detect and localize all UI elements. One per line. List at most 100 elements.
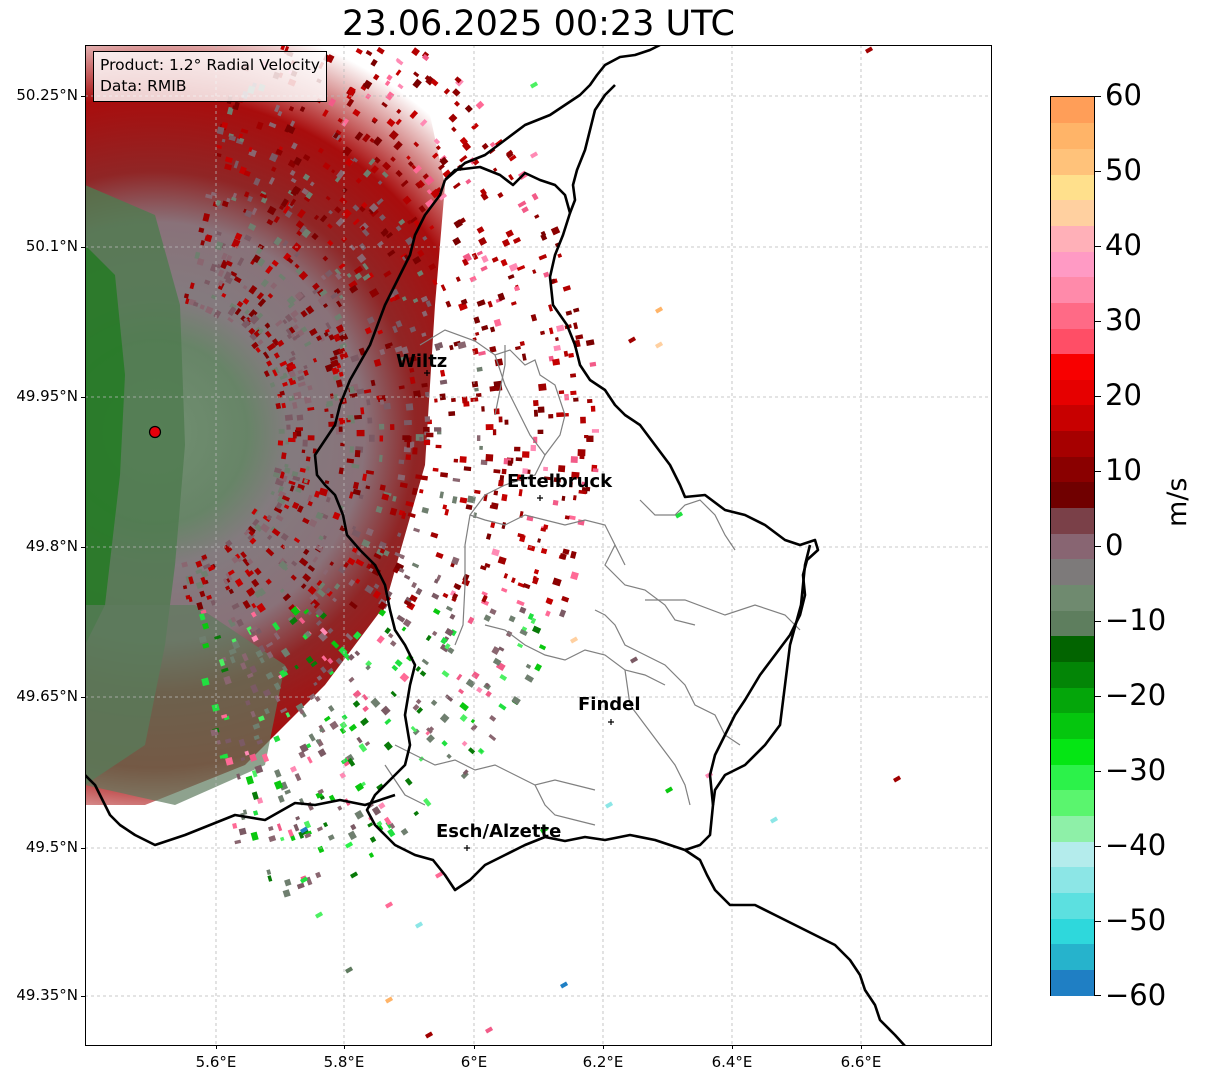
echo-speckle <box>293 537 301 544</box>
echo-speckle <box>200 240 205 246</box>
radar-map-canvas <box>85 45 992 1046</box>
lat-label: 49.8°N <box>25 537 78 555</box>
echo-speckle <box>559 553 567 560</box>
echo-speckle <box>489 608 497 616</box>
echo-speckle <box>384 996 394 1004</box>
echo-speckle <box>328 209 333 215</box>
echo-speckle <box>324 480 330 485</box>
echo-speckle <box>273 780 284 790</box>
echo-speckle <box>510 577 516 584</box>
radar-site-marker <box>148 425 162 439</box>
echo-speckle <box>331 169 336 174</box>
echo-speckle <box>512 236 521 244</box>
colorbar-swatch <box>1051 943 1094 970</box>
echo-speckle <box>675 511 684 519</box>
echo-speckle <box>401 255 407 262</box>
echo-speckle <box>249 314 260 325</box>
echo-speckle <box>350 871 359 879</box>
echo-speckle <box>491 256 499 263</box>
echo-speckle <box>492 657 502 666</box>
echo-speckle <box>451 593 459 600</box>
echo-speckle <box>299 225 307 234</box>
echo-speckle <box>327 239 334 247</box>
echo-speckle <box>362 473 368 482</box>
colorbar-swatch <box>1051 969 1094 996</box>
echo-speckle <box>319 289 328 297</box>
echo-speckle <box>221 200 229 208</box>
echo-speckle <box>295 702 305 711</box>
echo-speckle <box>229 302 237 310</box>
colorbar-tick <box>1095 471 1101 472</box>
echo-speckle <box>248 309 258 319</box>
echo-speckle <box>216 263 222 269</box>
lat-tick <box>81 996 85 997</box>
echo-speckle <box>327 657 334 665</box>
wiltz-marker <box>424 370 430 376</box>
echo-speckle <box>240 128 249 134</box>
echo-speckle <box>298 708 305 715</box>
echo-speckle <box>239 137 245 143</box>
echo-speckle <box>365 664 371 671</box>
echo-speckle <box>282 889 291 898</box>
echo-speckle <box>470 723 478 732</box>
echo-speckle <box>485 1026 494 1034</box>
echo-speckle <box>278 273 286 281</box>
echo-speckle <box>425 198 435 208</box>
echo-speckle <box>303 364 308 370</box>
echo-speckle <box>372 136 383 147</box>
echo-speckle <box>307 406 315 411</box>
echo-speckle <box>579 454 585 460</box>
echo-speckle <box>655 306 664 314</box>
echo-speckle <box>260 196 268 204</box>
echo-speckle <box>431 630 438 637</box>
echo-speckle <box>419 489 424 494</box>
echo-speckle <box>230 271 238 278</box>
echo-speckle <box>481 406 485 412</box>
echo-speckle <box>517 642 524 649</box>
echo-speckle <box>419 475 429 481</box>
echo-speckle <box>538 644 547 651</box>
echo-speckle <box>584 434 589 439</box>
echo-speckle <box>294 291 304 301</box>
echo-speckle <box>317 788 324 795</box>
echo-speckle <box>246 570 255 578</box>
echo-speckle <box>319 214 328 223</box>
echo-speckle <box>540 527 547 532</box>
radar-map[interactable] <box>85 45 992 1046</box>
echo-speckle <box>348 601 358 610</box>
echo-speckle <box>394 345 403 353</box>
echo-speckle <box>297 208 306 219</box>
echo-speckle <box>198 227 205 233</box>
source-label: Data: RMIB <box>100 77 187 95</box>
echo-speckle <box>267 293 274 299</box>
lat-tick <box>81 96 85 97</box>
echo-speckle <box>217 204 223 210</box>
echo-speckle <box>552 499 559 506</box>
echo-speckle <box>412 297 419 304</box>
echo-speckle <box>548 304 553 312</box>
echo-green-core <box>85 245 125 645</box>
echo-speckle <box>521 206 529 214</box>
echo-speckle <box>465 504 473 510</box>
echo-speckle <box>302 517 310 525</box>
echo-speckle <box>312 556 319 563</box>
echo-speckle <box>233 276 242 284</box>
echo-speckle <box>335 272 342 280</box>
lat-label: 50.25°N <box>16 86 78 104</box>
echo-speckle <box>332 511 341 521</box>
colorbar-tick <box>1095 995 1101 996</box>
canton-borders <box>384 329 801 826</box>
echo-speckle <box>540 826 549 834</box>
echo-speckle <box>464 104 473 113</box>
colorbar-swatch <box>1051 199 1094 226</box>
echo-speckle <box>266 205 277 216</box>
echo-speckle <box>558 390 565 395</box>
echo-speckle <box>292 317 298 323</box>
echo-speckle <box>287 302 295 309</box>
echo-speckle <box>379 214 386 221</box>
echo-speckle <box>591 429 600 433</box>
echo-speckle <box>430 532 439 539</box>
echo-speckle <box>471 252 479 261</box>
colorbar-swatch <box>1051 738 1094 765</box>
colorbar-label: 20 <box>1105 378 1142 412</box>
